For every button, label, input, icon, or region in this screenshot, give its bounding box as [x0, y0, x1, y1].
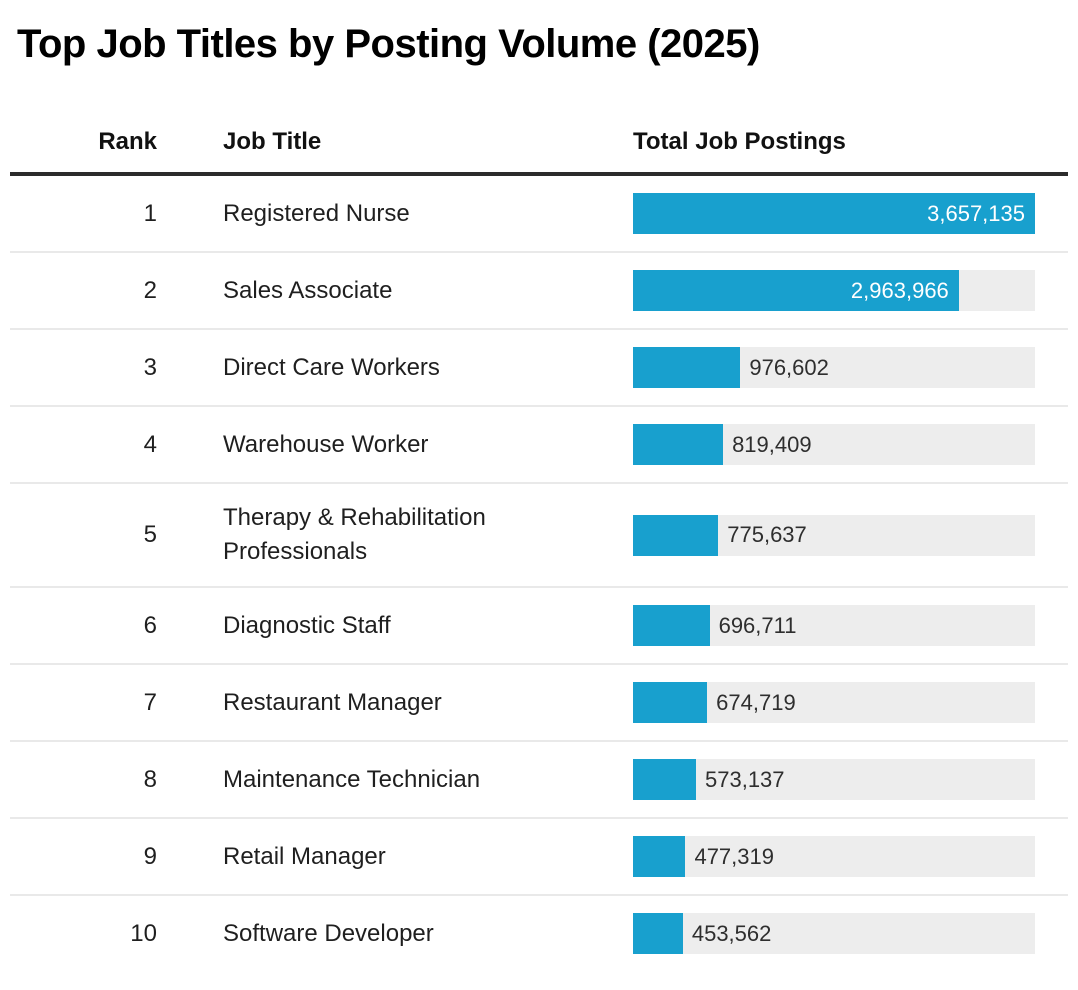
bar	[633, 836, 686, 877]
bar-track: 573,137	[633, 759, 1035, 800]
bar	[633, 424, 724, 465]
rank-value: 1	[143, 199, 157, 227]
bar-value-label: 3,657,135	[927, 200, 1025, 226]
bar-cell: 674,719	[633, 682, 1068, 723]
bar-cell: 976,602	[633, 347, 1068, 388]
bar-track: 477,319	[633, 836, 1035, 877]
bar-cell: 477,319	[633, 836, 1068, 877]
table-row: 3 Direct Care Workers 976,602	[10, 330, 1068, 407]
column-header-job-title: Job Title	[223, 128, 322, 155]
table-row: 7 Restaurant Manager 674,719	[10, 665, 1068, 742]
bar	[633, 759, 696, 800]
rank-value: 3	[143, 353, 157, 381]
column-header-total-postings: Total Job Postings	[633, 128, 846, 155]
job-title-text: Direct Care Workers	[223, 353, 440, 381]
bar-track: 976,602	[633, 347, 1035, 388]
bar-cell: 573,137	[633, 759, 1068, 800]
column-header-rank: Rank	[98, 128, 157, 155]
job-title-text: Diagnostic Staff	[223, 611, 391, 639]
bar-track: 674,719	[633, 682, 1035, 723]
bar	[633, 682, 708, 723]
rank-value: 4	[143, 430, 157, 458]
rank-value: 9	[143, 842, 157, 870]
bar-cell: 819,409	[633, 424, 1068, 465]
job-title-text: Warehouse Worker	[223, 430, 429, 458]
bar-cell: 696,711	[633, 605, 1068, 646]
bar-value-label: 573,137	[705, 766, 785, 792]
job-title-text: Sales Associate	[223, 276, 393, 304]
table-header: Rank Job Title Total Job Postings	[10, 128, 1068, 176]
bar	[633, 913, 683, 954]
table-row: 5 Therapy & Rehabilitation Professionals…	[10, 484, 1068, 588]
bar: 2,963,966	[633, 270, 959, 311]
table-body: 1 Registered Nurse 3,657,135 2 Sales Ass…	[10, 176, 1068, 971]
bar-track: 3,657,135	[633, 193, 1035, 234]
bar-value-label: 2,963,966	[850, 277, 949, 303]
bar-value-label: 775,637	[727, 522, 807, 547]
bar-cell: 453,562	[633, 913, 1068, 954]
bar-track: 453,562	[633, 913, 1035, 954]
table-row: 6 Diagnostic Staff 696,711	[10, 588, 1068, 665]
rank-value: 5	[143, 521, 157, 548]
bar-track: 696,711	[633, 605, 1035, 646]
rank-value: 6	[143, 611, 157, 639]
bar-value-label: 453,562	[691, 920, 772, 946]
bar-value-label: 819,409	[732, 431, 812, 457]
table-row: 2 Sales Associate 2,963,966	[10, 253, 1068, 330]
bar-value-label: 696,711	[718, 612, 797, 638]
table-row: 1 Registered Nurse 3,657,135	[10, 176, 1068, 253]
job-title-text: Retail Manager	[223, 842, 386, 870]
bar-value-label: 674,719	[716, 689, 796, 715]
job-title-text: Maintenance Technician	[223, 765, 481, 793]
rank-value: 7	[143, 688, 157, 716]
rank-value: 10	[130, 919, 157, 947]
rank-value: 2	[143, 276, 157, 304]
table-row: 9 Retail Manager 477,319	[10, 819, 1068, 896]
bar-track: 2,963,966	[633, 270, 1035, 311]
job-title-text: Restaurant Manager	[223, 688, 442, 716]
bar: 3,657,135	[633, 193, 1035, 234]
job-title-text: Therapy & Rehabilitation Professionals	[223, 504, 486, 565]
rank-value: 8	[143, 765, 157, 793]
bar-value-label: 477,319	[694, 843, 774, 869]
bar	[633, 347, 741, 388]
bar-track: 819,409	[633, 424, 1035, 465]
bar	[633, 514, 719, 556]
bar-cell: 3,657,135	[633, 193, 1068, 234]
bar	[633, 605, 710, 646]
table-row: 4 Warehouse Worker 819,409	[10, 407, 1068, 484]
bar-value-label: 976,602	[749, 354, 829, 380]
table-row: 8 Maintenance Technician 573,137	[10, 742, 1068, 819]
job-title-text: Registered Nurse	[223, 199, 410, 227]
bar-track: 775,637	[633, 514, 1035, 556]
bar-cell: 2,963,966	[633, 270, 1068, 311]
job-title-text: Software Developer	[223, 919, 434, 947]
table-row: 10 Software Developer 453,562	[10, 896, 1068, 971]
page-title: Top Job Titles by Posting Volume (2025)	[17, 22, 760, 66]
page: Top Job Titles by Posting Volume (2025) …	[0, 20, 1078, 971]
bar-cell: 775,637	[633, 514, 1068, 556]
